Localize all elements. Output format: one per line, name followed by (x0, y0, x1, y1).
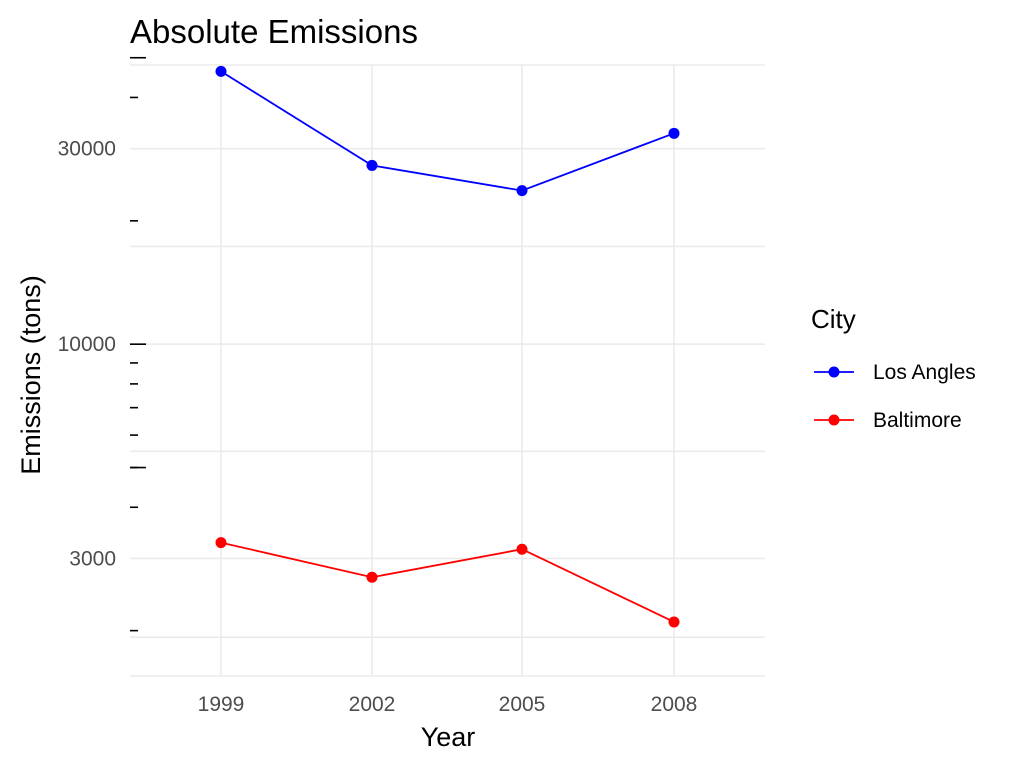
data-point (668, 616, 680, 628)
y-tick-label: 3000 (69, 547, 116, 570)
y-minor-ticks (130, 56, 146, 632)
data-point (668, 127, 680, 139)
legend: City Los Angles Baltimore (811, 304, 976, 432)
series-line (220, 70, 675, 192)
x-tick-label: 1999 (198, 693, 245, 716)
legend-marker (828, 366, 840, 378)
x-axis-title: Year (421, 722, 476, 752)
data-point (516, 543, 528, 555)
data-point (516, 185, 528, 197)
legend-label: Los Angles (873, 361, 976, 384)
legend-items: Los Angles Baltimore (814, 361, 976, 432)
legend-title: City (811, 304, 856, 334)
y-tick-label: 10000 (58, 333, 116, 356)
chart-title: Absolute Emissions (130, 13, 418, 50)
data-point (366, 159, 378, 171)
legend-label: Baltimore (873, 409, 962, 432)
y-axis-tick-labels: 3000 10000 30000 (58, 138, 116, 571)
data-point (215, 537, 227, 549)
x-axis-tick-labels: 1999 2002 2005 2008 (198, 693, 698, 716)
data-point (215, 65, 227, 77)
legend-item: Los Angles (814, 361, 976, 384)
legend-item: Baltimore (814, 409, 962, 432)
legend-marker (828, 414, 840, 426)
y-axis-title: Emissions (tons) (16, 275, 46, 475)
data-point (366, 571, 378, 583)
x-tick-label: 2005 (499, 693, 546, 716)
series-lines (215, 65, 680, 628)
series-line (220, 541, 675, 623)
grid (130, 64, 765, 677)
x-tick-label: 2008 (651, 693, 698, 716)
x-tick-label: 2002 (349, 693, 396, 716)
y-tick-label: 30000 (58, 138, 116, 161)
